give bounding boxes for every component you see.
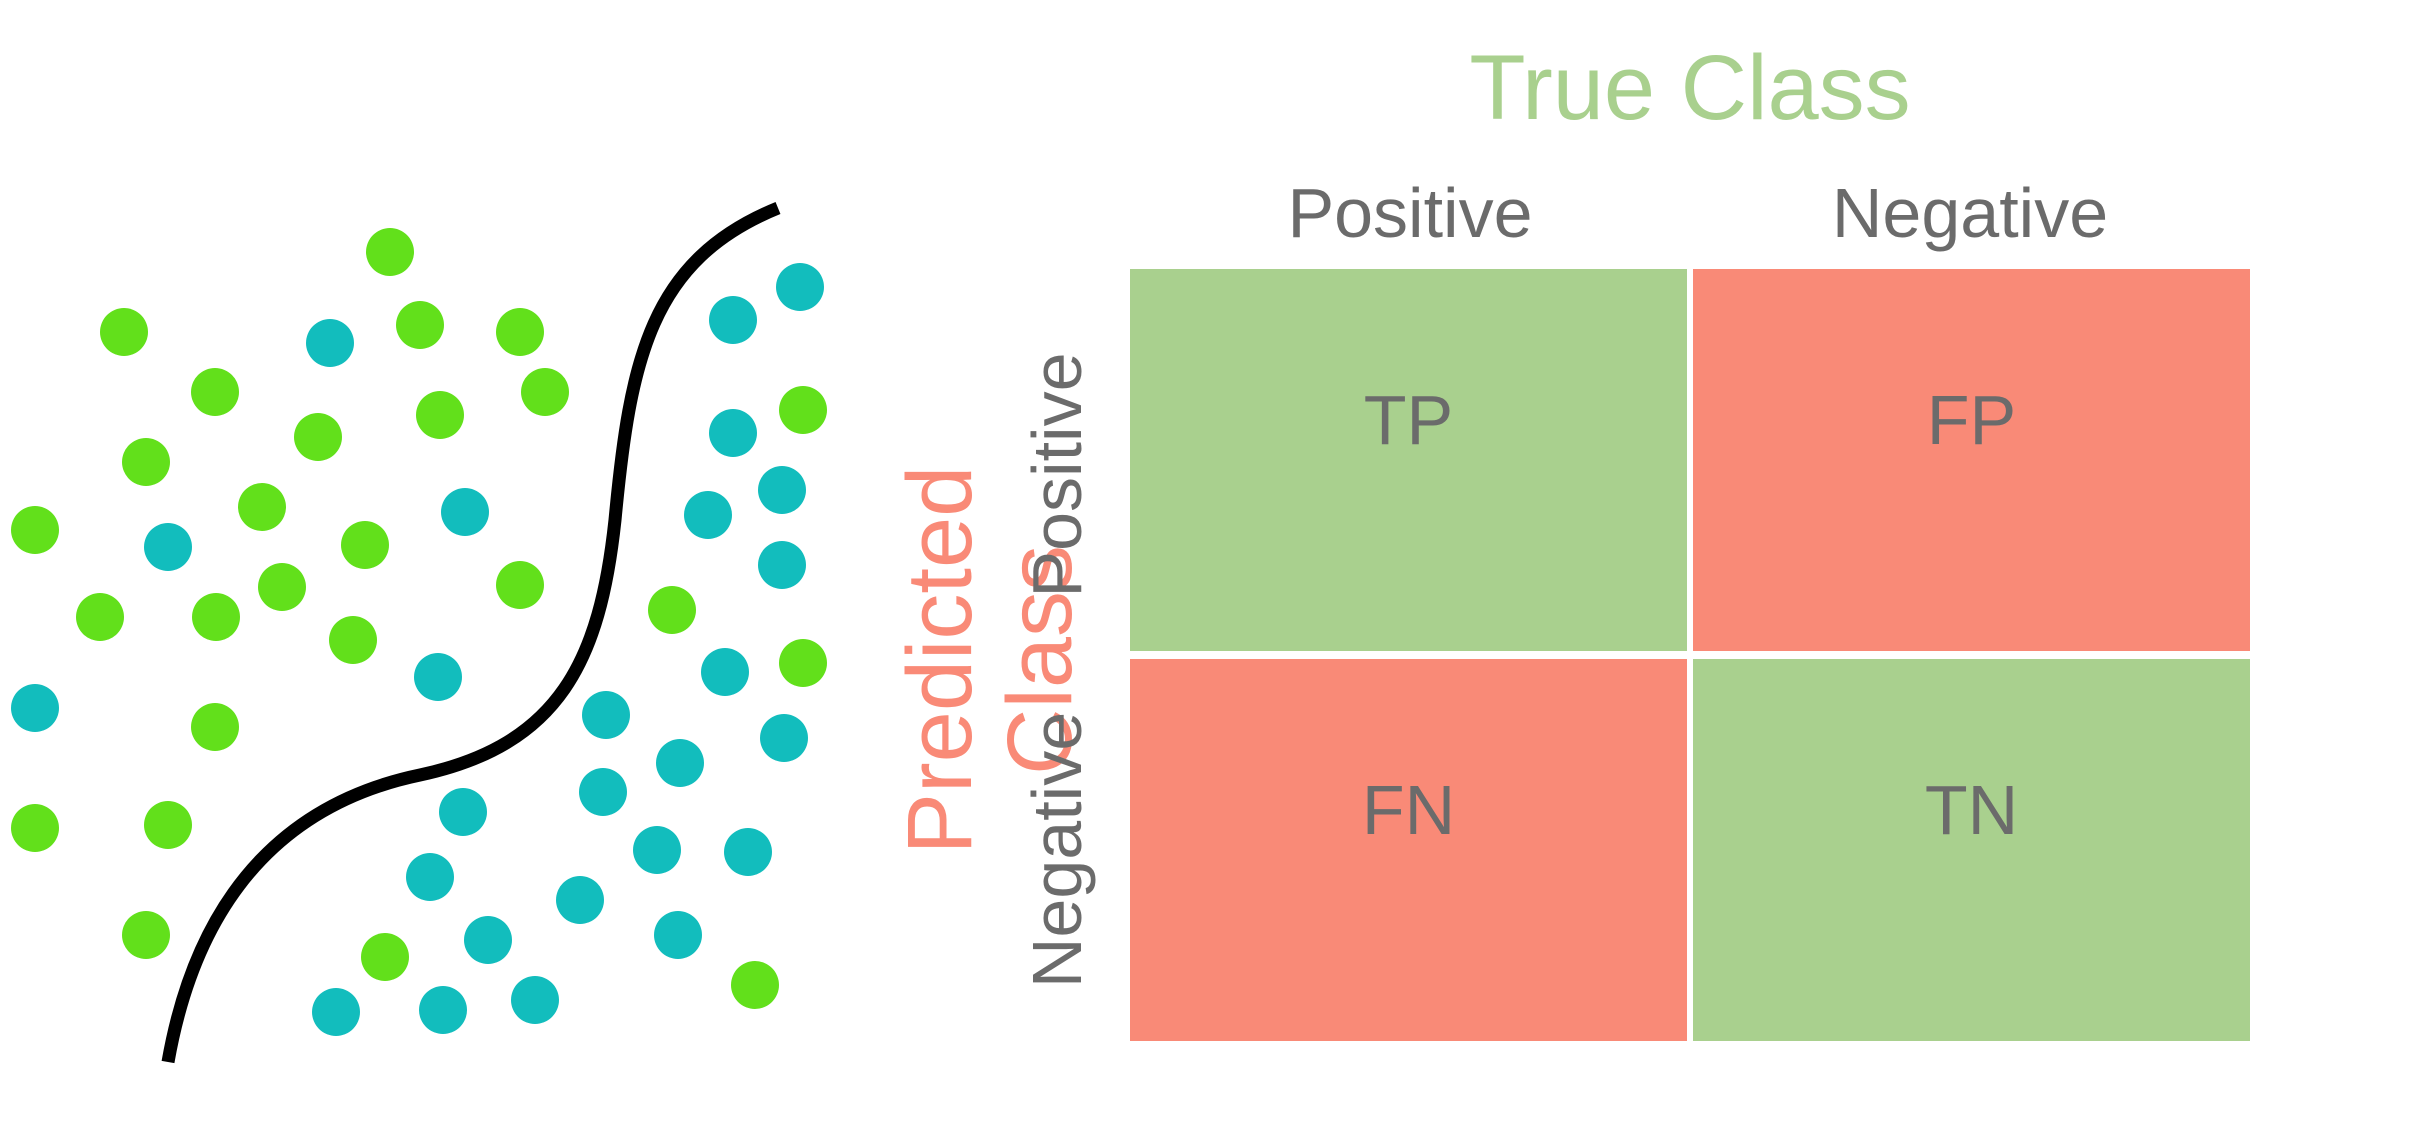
scatter-point-green (191, 368, 239, 416)
scatter-point-teal (556, 876, 604, 924)
cell-label-fn: FN (1361, 771, 1456, 849)
scatter-point-teal (11, 684, 59, 732)
scatter-point-green (191, 703, 239, 751)
scatter-point-teal (684, 491, 732, 539)
scatter-plot (11, 201, 827, 1064)
scatter-point-green (416, 391, 464, 439)
scatter-point-green (122, 438, 170, 486)
scatter-point-green (329, 616, 377, 664)
cell-true-negative: TN (1693, 659, 2250, 1041)
scatter-point-green (496, 561, 544, 609)
scatter-point-teal (758, 541, 806, 589)
scatter-point-teal (701, 648, 749, 696)
cell-false-negative: FN (1130, 659, 1687, 1041)
scatter-point-green (192, 593, 240, 641)
scatter-point-teal (582, 691, 630, 739)
scatter-point-teal (414, 653, 462, 701)
scatter-point-green (779, 386, 827, 434)
scatter-point-teal (464, 916, 512, 964)
scatter-point-teal (579, 768, 627, 816)
scatter-point-green (144, 801, 192, 849)
decision-boundary (161, 201, 781, 1064)
scatter-point-teal (511, 976, 559, 1024)
scatter-point-green (11, 506, 59, 554)
row-label-negative: Negative (1018, 711, 1096, 989)
scatter-point-teal (654, 911, 702, 959)
cell-label-tn: TN (1924, 771, 2019, 849)
scatter-point-teal (709, 296, 757, 344)
scatter-point-green (496, 308, 544, 356)
scatter-point-teal (406, 853, 454, 901)
scatter-point-teal (724, 828, 772, 876)
scatter-point-green (238, 483, 286, 531)
true-class-title: True Class (1469, 37, 1911, 139)
scatter-point-teal (439, 788, 487, 836)
scatter-point-green (361, 933, 409, 981)
scatter-point-teal (709, 409, 757, 457)
scatter-point-green (521, 368, 569, 416)
scatter-point-teal (312, 988, 360, 1036)
scatter-point-green (366, 228, 414, 276)
row-label-positive: Positive (1018, 352, 1096, 598)
scatter-point-teal (144, 523, 192, 571)
scatter-point-green (294, 413, 342, 461)
scatter-point-green (341, 521, 389, 569)
cell-true-positive: TP (1130, 269, 1687, 651)
scatter-point-teal (776, 263, 824, 311)
scatter-point-teal (758, 466, 806, 514)
scatter-point-green (76, 593, 124, 641)
scatter-point-green (100, 308, 148, 356)
scatter-point-teal (760, 714, 808, 762)
scatter-point-teal (633, 826, 681, 874)
scatter-point-teal (656, 739, 704, 787)
column-label-negative: Negative (1831, 174, 2109, 252)
cell-label-fp: FP (1926, 381, 2017, 459)
scatter-point-teal (441, 488, 489, 536)
column-label-positive: Positive (1287, 174, 1533, 252)
cell-false-positive: FP (1693, 269, 2250, 651)
scatter-point-green (258, 563, 306, 611)
scatter-point-green (779, 639, 827, 687)
scatter-point-green (11, 804, 59, 852)
scatter-point-green (648, 586, 696, 634)
scatter-point-teal (306, 319, 354, 367)
predicted-class-title: Predicted Class (889, 465, 1091, 855)
scatter-point-teal (419, 986, 467, 1034)
scatter-point-green (396, 301, 444, 349)
scatter-point-green (122, 911, 170, 959)
cell-label-tp: TP (1363, 381, 1454, 459)
scatter-point-green (731, 961, 779, 1009)
